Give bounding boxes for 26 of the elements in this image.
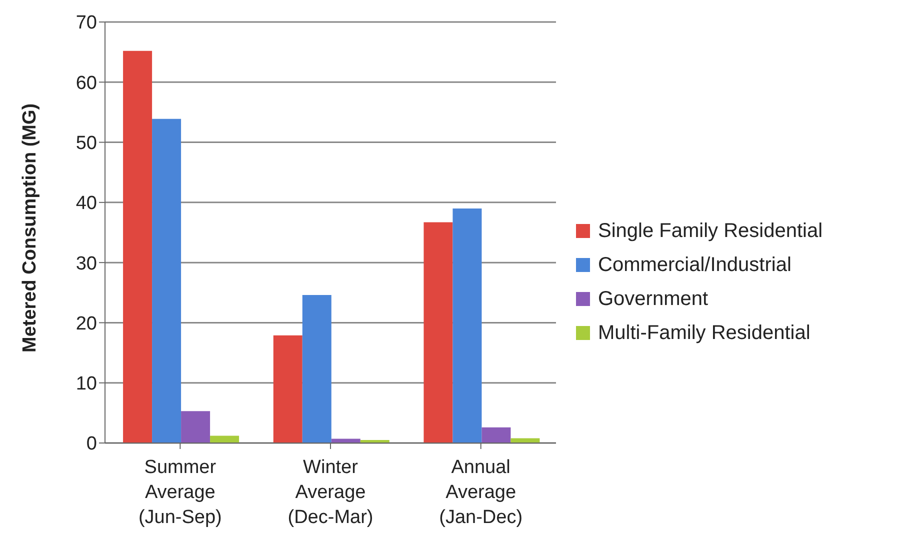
x-tick-label: Summer Average (Jun-Sep) [138,457,222,528]
y-tick-label: 20 [76,313,97,334]
y-tick-label: 70 [76,12,97,34]
bar [424,222,453,443]
bar [273,335,302,443]
y-tick-label: 10 [76,374,97,395]
legend-label: Commercial/Industrial [598,253,792,278]
y-tick-label: 40 [76,193,97,214]
y-tick-label: 60 [76,72,97,94]
y-tick-label: 30 [76,253,97,274]
y-tick-label: 50 [76,133,97,154]
bar [152,118,182,443]
x-tick-label: Annual Average (Jan-Dec) [439,457,523,528]
bar [510,438,540,443]
x-tick-label: Winter Average (Dec-Mar) [288,457,374,528]
legend-label: Single Family Residential [598,219,823,244]
bar [123,50,152,443]
bar [452,208,482,443]
bar [181,411,210,443]
bar [302,295,332,443]
y-tick-label: 0 [86,434,97,455]
bar [482,427,511,443]
legend-label: Multi-Family Residential [598,321,810,346]
legend-label: Government [598,287,708,312]
y-axis-title: Metered Consumption (MG) [20,103,41,352]
bar [210,436,240,443]
